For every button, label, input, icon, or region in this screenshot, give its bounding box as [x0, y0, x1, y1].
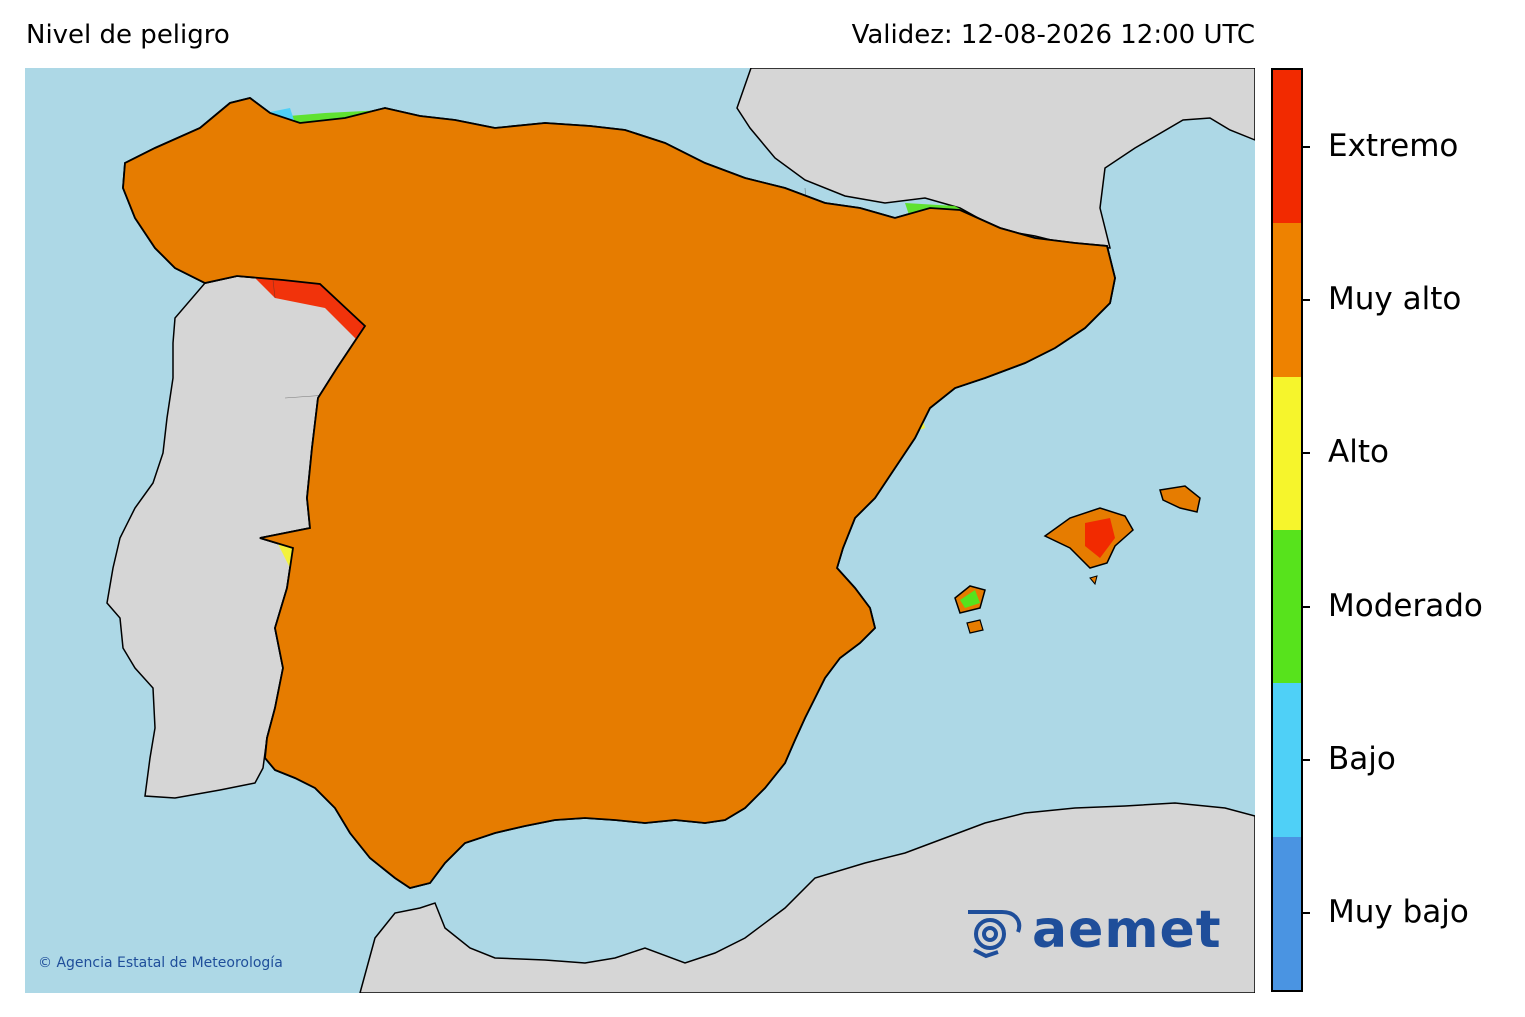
danger-level-map	[25, 68, 1255, 993]
formentera	[966, 619, 984, 634]
aemet-emblem-icon	[968, 910, 1022, 959]
legend-tick	[1303, 605, 1310, 608]
legend-label: Muy bajo	[1328, 894, 1469, 931]
legend-label: Muy alto	[1328, 281, 1462, 317]
legend-swatch	[1273, 836, 1301, 991]
legend-swatch	[1273, 530, 1301, 684]
legend-swatch	[1273, 376, 1301, 531]
aemet-logo: aemet	[962, 900, 1222, 966]
legend-tick	[1303, 145, 1310, 148]
legend-tick	[1303, 759, 1310, 761]
legend-swatch	[1273, 683, 1301, 838]
map-title: Nivel de peligro	[26, 20, 230, 50]
legend-label: Extremo	[1328, 127, 1459, 164]
aemet-wordmark: aemet	[1032, 900, 1222, 960]
menorca	[1159, 485, 1201, 513]
legend-colorbar	[1271, 68, 1303, 992]
cabrera	[1089, 575, 1098, 586]
africa-land	[359, 802, 1255, 993]
legend-tick	[1303, 912, 1310, 915]
legend-label: Bajo	[1328, 741, 1396, 777]
legend-label: Alto	[1328, 434, 1389, 471]
legend-swatch	[1273, 70, 1301, 224]
validity-timestamp: Validez: 12-08-2026 12:00 UTC	[851, 20, 1255, 50]
zone-extremo-mallorca	[1085, 518, 1115, 558]
credit-text: © Agencia Estatal de Meteorología	[38, 955, 283, 971]
legend-tick	[1303, 452, 1310, 455]
legend-swatch	[1273, 223, 1301, 378]
zone-moderado-ibiza	[960, 590, 980, 608]
legend-label: Moderado	[1328, 587, 1483, 624]
legend-tick	[1303, 299, 1310, 301]
